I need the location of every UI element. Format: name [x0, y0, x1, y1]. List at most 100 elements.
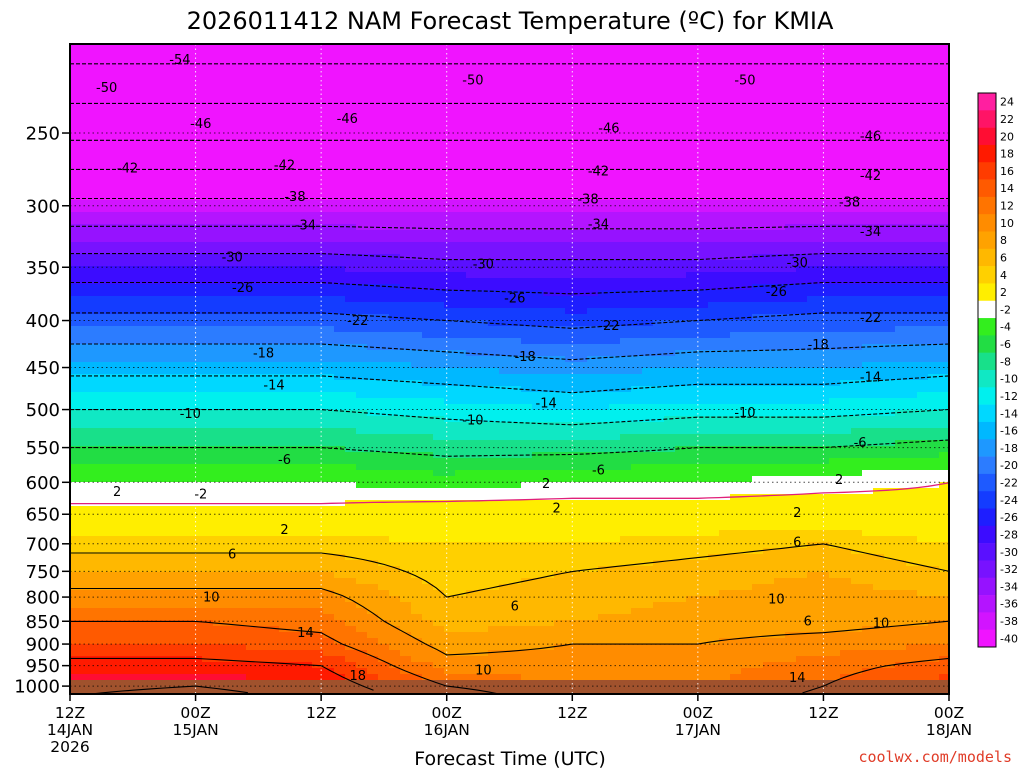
temperature-cell	[422, 110, 434, 117]
temperature-cell	[576, 212, 588, 219]
temperature-cell	[884, 116, 896, 123]
temperature-cell	[103, 242, 115, 249]
temperature-cell	[345, 122, 357, 129]
temperature-cell	[268, 140, 280, 147]
temperature-cell	[884, 74, 896, 81]
temperature-cell	[235, 146, 247, 153]
temperature-cell	[202, 344, 214, 351]
temperature-cell	[653, 134, 665, 141]
temperature-cell	[499, 284, 511, 291]
temperature-cell	[862, 212, 874, 219]
temperature-cell	[114, 260, 126, 267]
temperature-cell	[81, 404, 93, 411]
temperature-cell	[147, 392, 159, 399]
temperature-cell	[422, 362, 434, 369]
temperature-cell	[323, 158, 335, 165]
temperature-cell	[114, 416, 126, 423]
temperature-cell	[312, 164, 324, 171]
temperature-cell	[697, 110, 709, 117]
temperature-cell	[653, 398, 665, 405]
temperature-cell	[180, 302, 192, 309]
temperature-cell	[477, 290, 489, 297]
temperature-cell	[301, 206, 313, 213]
temperature-cell	[334, 296, 346, 303]
temperature-cell	[180, 152, 192, 159]
temperature-cell	[389, 290, 401, 297]
temperature-cell	[367, 68, 379, 75]
temperature-cell	[521, 200, 533, 207]
temperature-cell	[455, 56, 467, 63]
temperature-cell	[422, 206, 434, 213]
temperature-cell	[345, 248, 357, 255]
temperature-cell	[224, 320, 236, 327]
temperature-cell	[785, 44, 797, 51]
temperature-cell	[664, 56, 676, 63]
temperature-cell	[455, 188, 467, 195]
temperature-cell	[191, 272, 203, 279]
temperature-cell	[664, 248, 676, 255]
temperature-cell	[213, 386, 225, 393]
temperature-cell	[598, 254, 610, 261]
temperature-cell	[367, 398, 379, 405]
temperature-cell	[521, 296, 533, 303]
temperature-cell	[708, 104, 720, 111]
temperature-cell	[158, 224, 170, 231]
temperature-cell	[862, 398, 874, 405]
temperature-cell	[565, 320, 577, 327]
temperature-cell	[796, 296, 808, 303]
temperature-cell	[444, 404, 456, 411]
temperature-cell	[906, 134, 918, 141]
temperature-cell	[708, 110, 720, 117]
temperature-cell	[620, 284, 632, 291]
temperature-cell	[851, 338, 863, 345]
temperature-cell	[466, 98, 478, 105]
temperature-cell	[708, 194, 720, 201]
temperature-cell	[818, 278, 830, 285]
temperature-cell	[532, 356, 544, 363]
temperature-cell	[290, 164, 302, 171]
temperature-cell	[708, 356, 720, 363]
temperature-cell	[521, 176, 533, 183]
temperature-cell	[521, 314, 533, 321]
temperature-cell	[675, 56, 687, 63]
temperature-cell	[939, 44, 949, 51]
temperature-cell	[279, 206, 291, 213]
temperature-cell	[664, 86, 676, 93]
temperature-cell	[488, 308, 500, 315]
temperature-cell	[235, 278, 247, 285]
temperature-cell	[642, 170, 654, 177]
temperature-cell	[521, 128, 533, 135]
temperature-cell	[279, 212, 291, 219]
temperature-cell	[741, 176, 753, 183]
temperature-cell	[708, 62, 720, 69]
temperature-cell	[829, 80, 841, 87]
temperature-cell	[686, 320, 698, 327]
temperature-cell	[389, 296, 401, 303]
temperature-cell	[235, 80, 247, 87]
temperature-cell	[631, 320, 643, 327]
temperature-cell	[235, 362, 247, 369]
temperature-cell	[521, 92, 533, 99]
temperature-cell	[565, 392, 577, 399]
temperature-cell	[730, 110, 742, 117]
temperature-cell	[741, 98, 753, 105]
temperature-cell	[158, 266, 170, 273]
temperature-cell	[455, 230, 467, 237]
temperature-cell	[554, 410, 566, 417]
temperature-cell	[488, 98, 500, 105]
temperature-cell	[752, 56, 764, 63]
temperature-cell	[730, 224, 742, 231]
temperature-cell	[444, 224, 456, 231]
temperature-cell	[488, 320, 500, 327]
temperature-cell	[378, 86, 390, 93]
temperature-cell	[763, 134, 775, 141]
temperature-cell	[70, 122, 82, 129]
temperature-cell	[928, 146, 940, 153]
temperature-cell	[455, 398, 467, 405]
temperature-cell	[730, 200, 742, 207]
temperature-cell	[466, 308, 478, 315]
temperature-cell	[169, 416, 181, 423]
temperature-cell	[939, 206, 949, 213]
temperature-cell	[180, 320, 192, 327]
temperature-cell	[257, 236, 269, 243]
